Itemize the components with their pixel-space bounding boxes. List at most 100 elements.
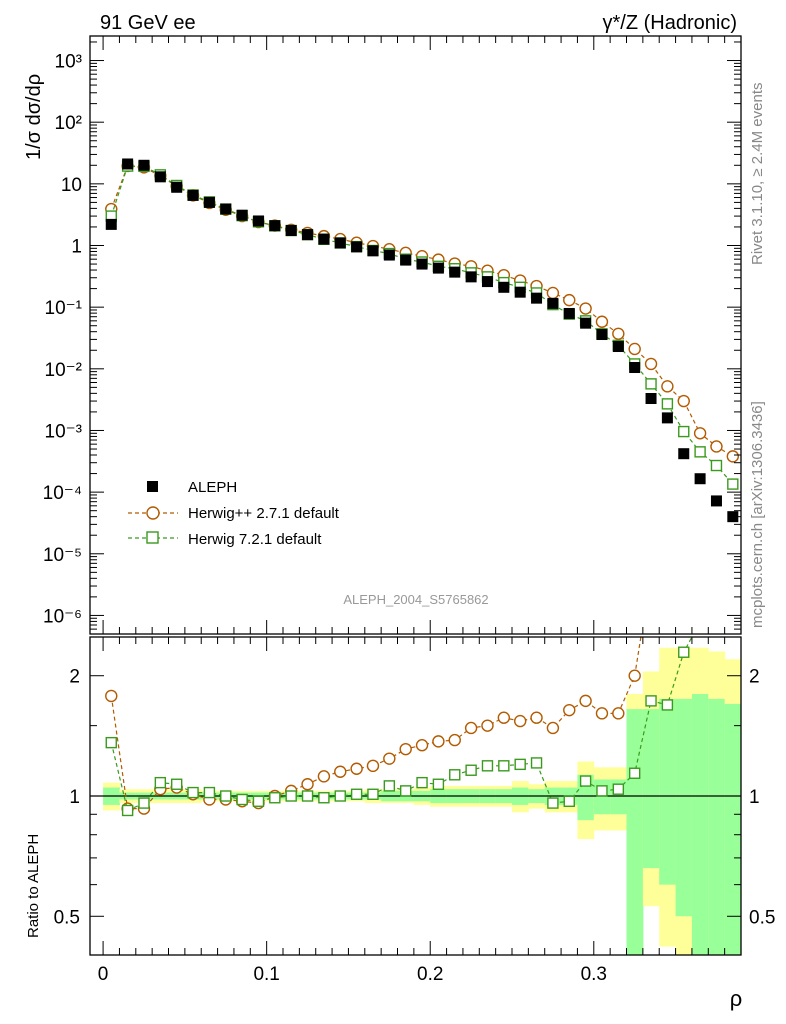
ratio-band-inner xyxy=(659,698,677,885)
main-aleph-point xyxy=(187,189,199,201)
ratio-herwig7-point xyxy=(350,788,363,800)
main-y-tick-label: 10⁻⁴ xyxy=(43,483,82,504)
ratio-band-inner xyxy=(593,779,611,815)
ratio-herwigpp-point xyxy=(628,669,641,682)
ratio-band-inner xyxy=(724,703,741,955)
main-aleph-point xyxy=(302,229,314,241)
ratio-herwigpp-point xyxy=(579,694,592,708)
ratio-herwig7-point xyxy=(187,786,199,799)
ratio-herwigpp-point xyxy=(464,721,478,735)
ratio-y-tick-label-left: 1 xyxy=(69,787,80,808)
legend-label-herwig7: Herwig 7.2.1 default xyxy=(188,531,322,548)
main-aleph-point xyxy=(171,181,183,193)
ratio-herwig7-point xyxy=(432,778,445,790)
main-aleph-point xyxy=(220,203,232,215)
main-aleph-point xyxy=(563,307,575,319)
ratio-herwig7-point xyxy=(285,790,297,802)
main-herwig7-point xyxy=(710,459,723,472)
x-tick-label: 0 xyxy=(98,964,109,985)
main-herwigpp-point xyxy=(612,327,625,340)
main-aleph-point xyxy=(596,329,608,341)
main-aleph-point xyxy=(334,237,346,249)
main-aleph-point xyxy=(449,266,461,278)
ratio-herwig7-point xyxy=(203,786,216,799)
main-aleph-point xyxy=(236,209,248,221)
main-aleph-point xyxy=(269,220,281,232)
ratio-herwigpp-point xyxy=(513,714,527,728)
ratio-band-inner xyxy=(691,694,709,955)
ratio-herwigpp-point xyxy=(350,762,363,775)
ratio-herwig7-point xyxy=(252,795,265,807)
header-right: γ*/Z (Hadronic) xyxy=(603,12,737,34)
header-left: 91 GeV ee xyxy=(100,12,196,34)
main-aleph-point xyxy=(400,254,412,266)
ratio-herwig7-point xyxy=(367,788,379,800)
main-aleph-point xyxy=(710,495,722,507)
main-herwigpp-point xyxy=(546,286,560,300)
ratio-herwig7-point xyxy=(579,775,592,787)
main-aleph-point xyxy=(645,393,657,405)
ratio-herwigpp-point xyxy=(662,589,673,600)
rivet-label: Rivet 3.1.10, ≥ 2.4M events xyxy=(749,83,766,266)
main-aleph-point xyxy=(383,249,395,261)
main-y-tick-label: 10³ xyxy=(55,52,82,73)
legend-marker-herwig7 xyxy=(146,531,159,544)
main-aleph-point xyxy=(351,241,363,253)
ratio-herwig7-point xyxy=(416,776,428,789)
ratio-herwigpp-point xyxy=(530,711,543,724)
ratio-herwig7-point xyxy=(465,764,477,776)
ratio-band-inner xyxy=(642,709,660,869)
ratio-y-tick-label-left: 0.5 xyxy=(54,907,80,928)
ratio-y-axis-label: Ratio to ALEPH xyxy=(25,834,42,938)
main-aleph-point xyxy=(285,225,297,237)
ratio-herwig7-point xyxy=(170,778,183,790)
legend-label-aleph: ALEPH xyxy=(188,479,237,496)
main-y-tick-label: 10⁻² xyxy=(45,360,83,381)
main-aleph-point xyxy=(547,297,559,309)
ratio-herwig7-point xyxy=(154,776,167,789)
main-herwigpp-line xyxy=(110,165,734,457)
ratio-herwigpp-point xyxy=(695,498,706,509)
main-herwigpp-point xyxy=(661,380,674,393)
main-herwigpp-point xyxy=(644,357,658,371)
ratio-herwigpp-point xyxy=(546,721,560,735)
main-aleph-point xyxy=(612,341,624,353)
main-herwig7-point xyxy=(694,446,706,458)
main-aleph-point xyxy=(154,171,166,183)
ratio-y-tick-label-right: 2 xyxy=(749,667,760,688)
main-aleph-point xyxy=(122,158,134,170)
ratio-herwig7-point xyxy=(514,758,526,771)
ratio-y-tick-label-right: 0.5 xyxy=(749,907,775,928)
ratio-herwig7-point xyxy=(678,646,690,658)
main-y-tick-label: 10 xyxy=(61,175,82,196)
ratio-herwigpp-point xyxy=(383,752,396,765)
ratio-herwig7-point xyxy=(318,792,330,804)
ratio-herwigpp-point xyxy=(334,765,347,778)
main-y-tick-label: 10⁻⁶ xyxy=(43,606,82,627)
ratio-herwigpp-point xyxy=(481,719,494,732)
main-herwig7-line xyxy=(110,165,734,485)
main-aleph-point xyxy=(629,362,641,374)
main-panel-frame xyxy=(89,35,742,635)
main-aleph-point xyxy=(465,271,477,283)
x-tick-label: 0.2 xyxy=(417,964,443,985)
legend-label-herwigpp: Herwig++ 2.7.1 default xyxy=(188,505,340,522)
ratio-herwig7-point xyxy=(628,767,641,779)
ratio-herwig7-point xyxy=(563,795,575,807)
ratio-herwig7-point xyxy=(612,783,625,795)
ratio-herwigpp-point xyxy=(646,568,657,579)
main-herwigpp-point xyxy=(677,394,690,408)
main-aleph-point xyxy=(727,511,739,523)
ratio-herwig7-point xyxy=(695,617,705,627)
main-y-axis-label: 1/σ dσ/dρ xyxy=(23,74,45,160)
mcplots-label: mcplots.cern.ch [arXiv:1306.3436] xyxy=(749,401,766,628)
main-aleph-point xyxy=(580,317,592,329)
legend-marker-herwigpp xyxy=(146,506,160,520)
main-herwigpp-point xyxy=(726,450,740,463)
main-aleph-point xyxy=(678,448,690,460)
ratio-herwig7-point xyxy=(383,780,396,792)
main-aleph-point xyxy=(531,292,543,304)
ratio-herwigpp-point xyxy=(595,707,609,720)
main-herwig7-point xyxy=(727,478,739,490)
